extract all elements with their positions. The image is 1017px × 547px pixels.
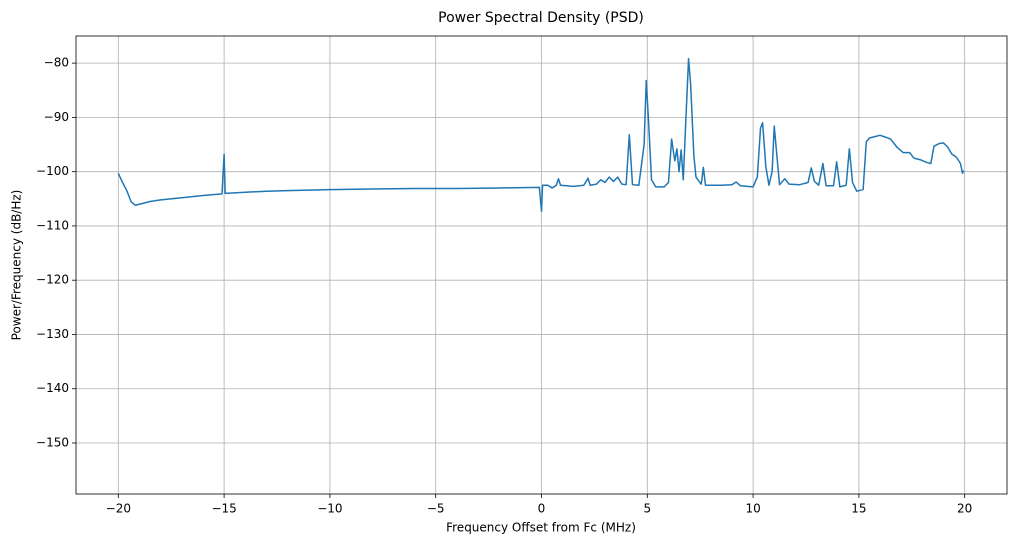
y-tick-label: −90 <box>44 110 69 124</box>
x-tick-label: 5 <box>643 502 651 516</box>
chart-title: Power Spectral Density (PSD) <box>438 10 644 26</box>
y-axis-label: Power/Frequency (dB/Hz) <box>10 190 24 341</box>
plot-frame <box>75 35 1008 495</box>
y-tick-label: −100 <box>36 164 69 178</box>
y-tick-label: −150 <box>36 435 69 449</box>
x-axis-label: Frequency Offset from Fc (MHz) <box>446 521 636 535</box>
x-tick-label: 15 <box>851 502 866 516</box>
y-tick-label: −110 <box>36 218 69 232</box>
y-tick-label: −80 <box>44 56 69 70</box>
x-tick-label: −20 <box>106 502 131 516</box>
x-tick-label: −5 <box>427 502 445 516</box>
y-tick-label: −130 <box>36 327 69 341</box>
x-tick-label: −10 <box>317 502 342 516</box>
y-tick-label: −140 <box>36 381 69 395</box>
x-tick-label: 10 <box>745 502 760 516</box>
x-tick-label: 0 <box>538 502 546 516</box>
x-tick-label: 20 <box>957 502 972 516</box>
x-tick-label: −15 <box>211 502 236 516</box>
y-tick-label: −120 <box>36 273 69 287</box>
psd-line <box>117 58 965 213</box>
